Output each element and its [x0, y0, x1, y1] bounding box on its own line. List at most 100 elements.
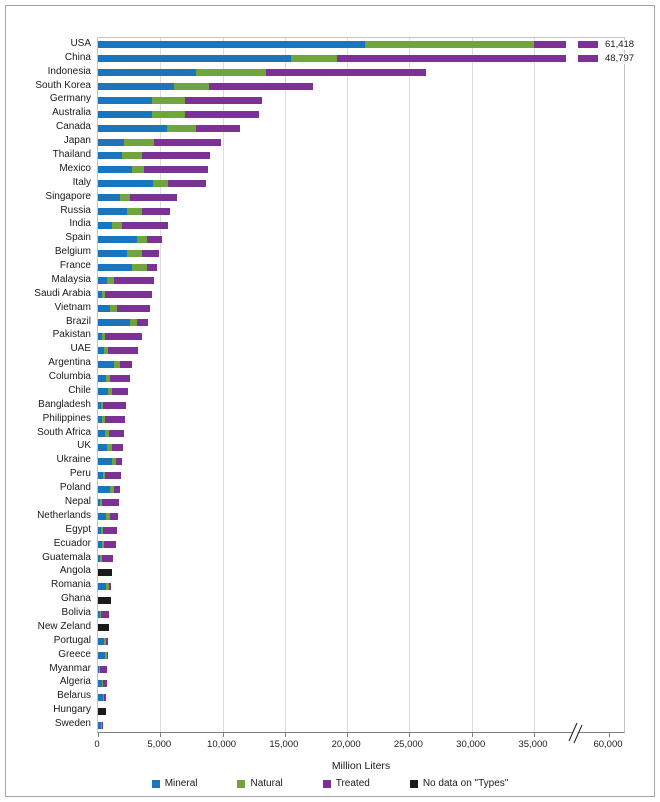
x-axis-title: Million Liters: [331, 760, 391, 772]
bar-greece: [98, 652, 108, 660]
y-axis-label: Russia: [60, 204, 91, 216]
y-axis-label: South Africa: [37, 426, 91, 438]
bar-segment-mineral: [98, 610, 100, 618]
bar-poland: [98, 485, 121, 493]
y-axis-label: Mexico: [59, 162, 91, 174]
legend-label: Treated: [335, 778, 370, 789]
bar-australia: [98, 110, 259, 118]
bar-segment-treated: [146, 263, 158, 271]
bar-segment-mineral: [98, 582, 107, 590]
bar-segment-natural: [101, 291, 105, 299]
bar-segment-mineral: [98, 194, 121, 202]
bar-segment-natural: [129, 319, 137, 327]
legend-swatch-mineral: [151, 780, 160, 788]
bar-segment-mineral: [98, 457, 112, 465]
bar-ghana: [98, 596, 112, 604]
bar-segment-treated: [104, 471, 122, 479]
bar-segment-natural: [106, 443, 112, 451]
y-axis-label: Australia: [52, 107, 91, 119]
bar-segment-natural: [99, 610, 101, 618]
bar-segment-treated: [120, 360, 132, 368]
bar-bangladesh: [98, 402, 126, 410]
bar-vietnam: [98, 305, 151, 313]
y-axis-label: Indonesia: [47, 65, 91, 77]
bar-segment-treated: [110, 374, 130, 382]
y-axis-label: Italy: [72, 176, 91, 188]
bar-uae: [98, 346, 138, 354]
bar-nepal: [98, 499, 120, 507]
bar-segment-natural: [131, 263, 147, 271]
bar-segment-natural: [126, 249, 142, 257]
bar-segment-treated: [208, 83, 314, 91]
bar-south-africa: [98, 430, 125, 438]
y-axis-label: UAE: [70, 343, 91, 355]
bar-segment-natural: [102, 693, 104, 701]
bar-segment-natural: [166, 124, 197, 132]
y-axis-label: Vietnam: [54, 301, 91, 313]
bar-segment-treated: [141, 249, 160, 257]
bar-usa: [98, 41, 566, 49]
bar-segment-mineral: [98, 110, 152, 118]
bar-segment-natural: [99, 555, 102, 562]
x-tick-mark: [98, 733, 99, 737]
bar-segment-treated: [337, 55, 566, 63]
bar-segment-treated: [113, 277, 155, 285]
bar-bolivia: [98, 610, 110, 618]
y-axis-label: Japan: [63, 135, 91, 147]
bar-segment-treated: [141, 152, 211, 160]
bar-segment-treated: [99, 666, 108, 674]
bar-segment-natural: [121, 152, 142, 160]
gridline: [534, 38, 535, 732]
x-tick-label: 0: [94, 739, 100, 750]
legend-swatch-treated: [322, 780, 331, 788]
bar-segment-treated: [104, 291, 153, 299]
gridline: [222, 38, 224, 732]
bar-segment-mineral: [98, 721, 101, 729]
x-tick-label: 35,000: [518, 739, 548, 750]
bar-segment-treated: [106, 652, 108, 660]
y-axis-label: Ghana: [60, 593, 91, 605]
bar-columbia: [98, 374, 130, 382]
bar-value-annotation: 61,418: [604, 38, 635, 50]
bar-segment-mineral: [98, 527, 101, 535]
bar-segment-natural: [364, 41, 534, 49]
y-axis-label: USA: [70, 37, 91, 49]
bar-segment-mineral: [98, 652, 105, 660]
bar-hungary: [98, 707, 107, 715]
bar-segment-natural: [104, 652, 107, 660]
bar-segment-treated: [115, 457, 123, 465]
bar-china: [98, 55, 566, 63]
bar-segment-mineral: [98, 443, 107, 451]
bar-segment-treated: [102, 527, 118, 535]
bar-segment-natural: [103, 638, 106, 646]
bar-segment-mineral: [98, 208, 127, 215]
y-axis-label: Hungary: [53, 704, 91, 716]
bar-segment-natural: [107, 388, 112, 396]
bar-netherlands: [98, 513, 118, 521]
bar-segment-mineral: [98, 152, 122, 160]
legend-item-mineral: Mineral: [151, 779, 197, 789]
bar-segment-mineral: [98, 388, 108, 396]
bar-japan: [98, 138, 222, 146]
bar-italy: [98, 180, 207, 188]
bar-segment-treated: [141, 208, 171, 215]
x-tick-label: 60,000: [593, 739, 623, 750]
bar-algeria: [98, 679, 107, 687]
bar-segment-mineral: [98, 332, 102, 340]
bar-egypt: [98, 527, 118, 535]
bar-segment-natural: [106, 374, 111, 382]
bar-segment-treated: [196, 124, 240, 132]
y-axis-label: Myanmar: [49, 662, 91, 674]
y-axis-label: Columbia: [48, 371, 91, 383]
bar-segment-natural: [120, 194, 131, 202]
bar-segment-mineral: [98, 638, 104, 646]
bar-segment-treated: [121, 221, 168, 229]
bar-segment-natural: [105, 513, 110, 521]
bar-malaysia: [98, 277, 155, 285]
bar-segment-natural: [101, 416, 105, 424]
bar-segment-natural: [152, 180, 168, 188]
x-tick-mark: [409, 733, 411, 737]
bar-segment-mineral: [98, 499, 100, 507]
y-axis-label: Guatemala: [42, 551, 91, 563]
bar-segment-natural: [100, 527, 103, 535]
